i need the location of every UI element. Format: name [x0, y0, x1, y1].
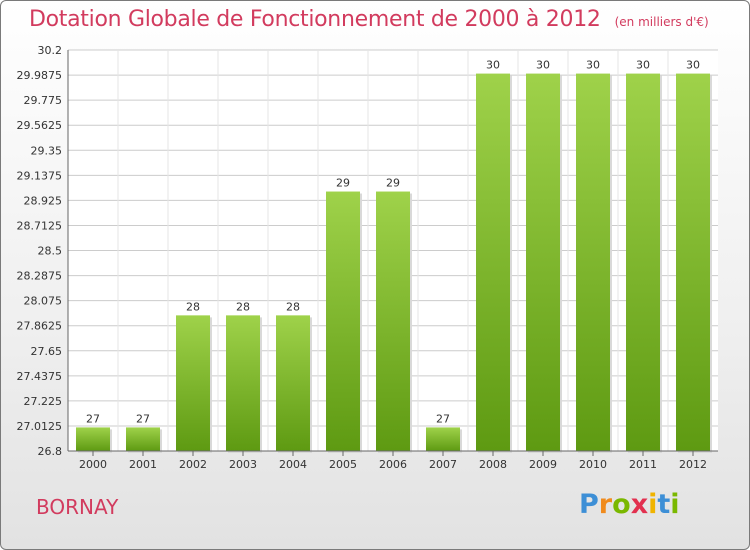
x-tick-label: 2001 — [129, 458, 157, 471]
y-tick-label: 28.5 — [38, 245, 63, 258]
y-tick-label: 29.775 — [24, 94, 63, 107]
x-tick-label: 2010 — [579, 458, 607, 471]
x-tick-label: 2002 — [179, 458, 207, 471]
value-label: 29 — [336, 177, 350, 190]
value-label: 30 — [536, 59, 550, 72]
value-label: 30 — [486, 59, 500, 72]
value-label: 27 — [436, 412, 450, 425]
bar — [576, 73, 610, 452]
y-tick-label: 29.9875 — [17, 69, 63, 82]
y-tick-label: 27.65 — [31, 345, 63, 358]
value-label: 29 — [386, 177, 400, 190]
bar — [426, 427, 460, 451]
x-tick-label: 2012 — [679, 458, 707, 471]
value-label: 27 — [136, 412, 150, 425]
bar — [76, 427, 110, 451]
y-tick-label: 29.1375 — [17, 169, 63, 182]
x-tick-label: 2008 — [479, 458, 507, 471]
y-tick-label: 30.2 — [38, 44, 63, 57]
bar — [276, 315, 310, 451]
x-tick-label: 2003 — [229, 458, 257, 471]
logo-letter: i — [648, 489, 658, 520]
x-tick-label: 2005 — [329, 458, 357, 471]
y-tick-label: 27.0125 — [17, 420, 63, 433]
bar — [376, 191, 410, 451]
bar — [226, 315, 260, 451]
y-tick-label: 27.4375 — [17, 370, 63, 383]
value-label: 27 — [86, 412, 100, 425]
commune-name: BORNAY — [36, 495, 119, 519]
bar — [676, 73, 710, 452]
value-label: 28 — [186, 300, 200, 313]
value-label: 28 — [286, 300, 300, 313]
value-label: 30 — [586, 59, 600, 72]
proxiti-logo: Proxiti — [579, 489, 680, 520]
logo-letter: t — [657, 489, 671, 520]
bar — [526, 73, 560, 452]
y-tick-label: 28.075 — [24, 295, 63, 308]
value-label: 28 — [236, 300, 250, 313]
unit-label: (en milliers d'€) — [614, 15, 709, 29]
y-tick-label: 27.225 — [24, 395, 63, 408]
x-tick-label: 2009 — [529, 458, 557, 471]
x-tick-label: 2007 — [429, 458, 457, 471]
x-tick-label: 2006 — [379, 458, 407, 471]
chart-title: Dotation Globale de Fonctionnement de 20… — [29, 7, 709, 32]
bar — [476, 73, 510, 452]
bar — [176, 315, 210, 451]
value-label: 30 — [686, 59, 700, 72]
logo-letter: i — [670, 489, 680, 520]
logo-letter: o — [612, 489, 631, 520]
logo-letter: x — [630, 489, 649, 520]
y-tick-label: 27.8625 — [17, 320, 63, 333]
bar — [326, 191, 360, 451]
logo-letter: P — [579, 489, 599, 520]
y-tick-label: 28.7125 — [17, 219, 63, 232]
y-tick-label: 28.925 — [24, 194, 63, 207]
y-tick-label: 29.5625 — [17, 119, 63, 132]
x-tick-label: 2004 — [279, 458, 307, 471]
value-label: 30 — [636, 59, 650, 72]
x-tick-label: 2000 — [79, 458, 107, 471]
bar — [626, 73, 660, 452]
x-tick-label: 2011 — [629, 458, 657, 471]
y-tick-label: 29.35 — [31, 144, 63, 157]
y-tick-label: 26.8 — [38, 445, 63, 458]
y-tick-label: 28.2875 — [17, 270, 63, 283]
logo-letter: r — [598, 489, 613, 520]
bar — [126, 427, 160, 451]
